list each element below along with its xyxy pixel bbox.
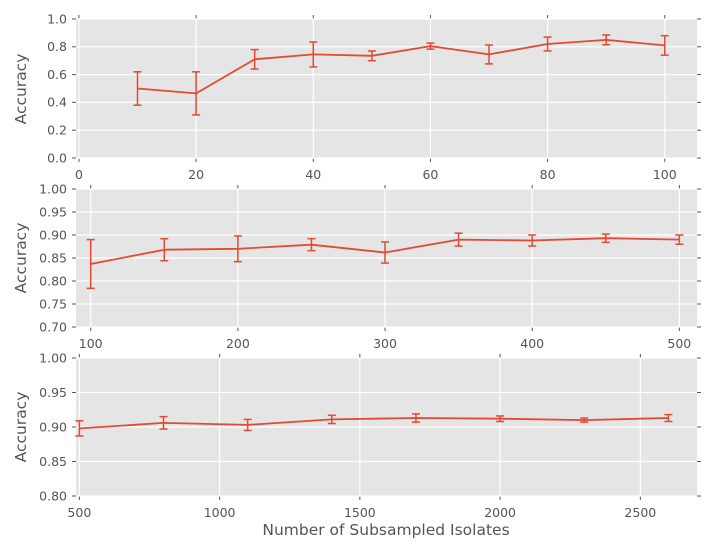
x-tick-label: 1500 <box>344 505 376 520</box>
y-tick-label: 0.85 <box>39 250 67 265</box>
y-axis-label-middle-subplot: Accuracy <box>12 222 30 294</box>
x-tick-label: 1000 <box>204 505 236 520</box>
y-tick-label: 0.80 <box>39 488 67 503</box>
y-tick-label: 0.85 <box>39 454 67 469</box>
y-tick-label: 1.00 <box>39 181 67 196</box>
y-tick-label: 0.8 <box>47 39 67 54</box>
y-tick-label: 0.75 <box>39 296 67 311</box>
x-axis-label: Number of Subsampled Isolates <box>262 521 510 539</box>
error-bars <box>75 413 673 437</box>
subplot-2: 500 1000 1500 2000 2500 0.80 0.85 0.90 0.95 1.00 <box>39 350 701 520</box>
x-tick-label: 80 <box>540 167 556 182</box>
subplot-1: 100 200 300 400 500 0.70 0.75 0.80 0.85 0.90 0.95 1… <box>39 181 701 351</box>
y-tick-label: 0.6 <box>47 67 67 82</box>
error-bars <box>133 34 669 116</box>
x-tick-label: 20 <box>188 167 204 182</box>
x-tick-label: 500 <box>67 505 91 520</box>
x-tick-label: 400 <box>520 336 544 351</box>
y-tick-label: 1.00 <box>39 350 67 365</box>
x-tick-label: 2000 <box>484 505 516 520</box>
plot-area <box>76 19 697 158</box>
y-axis-label-bottom-subplot: Accuracy <box>12 391 30 463</box>
y-axis-label-top-subplot: Accuracy <box>12 53 30 124</box>
y-tick-label: 0.2 <box>47 123 67 138</box>
y-tick-label: 0.4 <box>47 95 67 110</box>
subplot-0: 0 20 40 60 80 100 0.0 0.2 0.4 0.6 0.8 1.0 <box>47 11 701 182</box>
series-line <box>90 237 680 265</box>
x-tick-label: 100 <box>653 167 677 182</box>
x-tick-label: 60 <box>422 167 438 182</box>
x-tick-label: 2500 <box>624 505 656 520</box>
y-tick-label: 0.0 <box>47 150 67 165</box>
y-tick-label: 0.90 <box>39 227 67 242</box>
y-tick-label: 0.70 <box>39 319 67 334</box>
series-line <box>79 417 669 430</box>
y-tick-label: 0.80 <box>39 273 67 288</box>
x-tick-label: 300 <box>373 336 397 351</box>
x-tick-label: 200 <box>226 336 250 351</box>
series-line <box>137 39 665 95</box>
y-tick-label: 0.90 <box>39 419 67 434</box>
x-tick-label: 40 <box>305 167 321 182</box>
y-tick-label: 0.95 <box>39 204 67 219</box>
y-tick-label: 1.0 <box>47 11 67 26</box>
x-tick-label: 100 <box>79 336 103 351</box>
y-tick-label: 0.95 <box>39 385 67 400</box>
x-tick-label: 500 <box>667 336 691 351</box>
x-tick-label: 0 <box>75 167 83 182</box>
